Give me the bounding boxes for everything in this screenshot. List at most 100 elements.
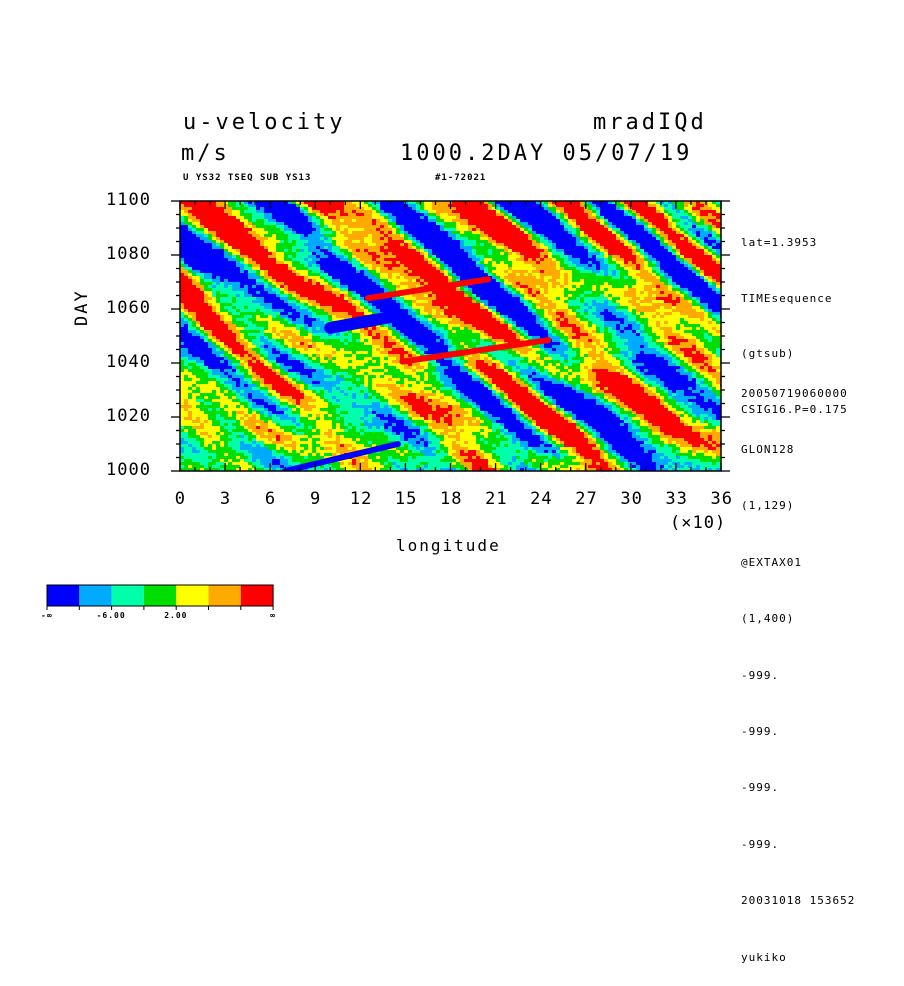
heatmap-cell xyxy=(180,300,185,304)
heatmap-cell xyxy=(484,303,489,307)
heatmap-cell xyxy=(584,282,589,286)
heatmap-cell xyxy=(536,285,541,289)
heatmap-cell xyxy=(248,243,253,247)
heatmap-cell xyxy=(200,219,205,223)
heatmap-cell xyxy=(236,282,241,286)
heatmap-cell xyxy=(592,279,597,283)
heatmap-cell xyxy=(360,294,365,298)
heatmap-cell xyxy=(636,273,641,277)
heatmap-cell xyxy=(624,282,629,286)
heatmap-cell xyxy=(240,291,245,295)
heatmap-cell xyxy=(444,201,449,205)
heatmap-cell xyxy=(396,306,401,310)
heatmap-cell xyxy=(232,255,237,259)
heatmap-cell xyxy=(612,231,617,235)
heatmap-cell xyxy=(388,306,393,310)
heatmap-cell xyxy=(200,306,205,310)
heatmap-cell xyxy=(640,246,645,250)
heatmap-cell xyxy=(600,306,605,310)
heatmap-cell xyxy=(544,282,549,286)
heatmap-cell xyxy=(340,231,345,235)
heatmap-cell xyxy=(272,258,277,262)
heatmap-cell xyxy=(676,237,681,241)
heatmap-cell xyxy=(624,300,629,304)
heatmap-cell xyxy=(632,213,637,217)
heatmap-cell xyxy=(324,228,329,232)
heatmap-cell xyxy=(464,267,469,271)
heatmap-cell xyxy=(656,258,661,262)
heatmap-cell xyxy=(444,237,449,241)
heatmap-cell xyxy=(260,264,265,268)
heatmap-cell xyxy=(480,228,485,232)
heatmap-cell xyxy=(388,300,393,304)
heatmap-cell xyxy=(620,201,625,205)
heatmap-cell xyxy=(552,216,557,220)
heatmap-cell xyxy=(364,237,369,241)
heatmap-cell xyxy=(508,237,513,241)
heatmap-cell xyxy=(556,285,561,289)
heatmap-cell xyxy=(300,246,305,250)
heatmap-cell xyxy=(680,234,685,238)
heatmap-cell xyxy=(420,282,425,286)
heatmap-cell xyxy=(348,252,353,256)
heatmap-cell xyxy=(472,210,477,214)
heatmap-cell xyxy=(408,204,413,208)
heatmap-cell xyxy=(680,219,685,223)
heatmap-cell xyxy=(392,231,397,235)
heatmap-cell xyxy=(496,240,501,244)
heatmap-cell xyxy=(532,303,537,307)
heatmap-cell xyxy=(320,279,325,283)
heatmap-cell xyxy=(684,264,689,268)
heatmap-cell xyxy=(452,297,457,301)
heatmap-cell xyxy=(708,264,713,268)
heatmap-cell xyxy=(200,303,205,307)
heatmap-cell xyxy=(648,216,653,220)
heatmap-cell xyxy=(624,246,629,250)
heatmap-cell xyxy=(708,303,713,307)
heatmap-cell xyxy=(716,240,721,244)
heatmap-cell xyxy=(588,219,593,223)
heatmap-cell xyxy=(200,222,205,226)
heatmap-cell xyxy=(564,267,569,271)
heatmap-cell xyxy=(204,297,209,301)
heatmap-cell xyxy=(516,249,521,253)
heatmap-cell xyxy=(436,258,441,262)
heatmap-cell xyxy=(508,282,513,286)
heatmap-cell xyxy=(600,219,605,223)
heatmap-cell xyxy=(512,249,517,253)
heatmap-cell xyxy=(368,210,373,214)
heatmap-cell xyxy=(596,207,601,211)
heatmap-cell xyxy=(708,216,713,220)
heatmap-cell xyxy=(312,207,317,211)
heatmap-cell xyxy=(356,237,361,241)
heatmap-cell xyxy=(700,213,705,217)
heatmap-cell xyxy=(516,279,521,283)
heatmap-cell xyxy=(516,282,521,286)
heatmap-cell xyxy=(628,237,633,241)
heatmap-cell xyxy=(508,273,513,277)
heatmap-cell xyxy=(632,294,637,298)
heatmap-cell xyxy=(252,240,257,244)
heatmap-cell xyxy=(432,225,437,229)
heatmap-cell xyxy=(352,231,357,235)
heatmap-cell xyxy=(572,276,577,280)
heatmap-cell xyxy=(696,225,701,229)
heatmap-cell xyxy=(456,297,461,301)
heatmap-cell xyxy=(536,234,541,238)
heatmap-cell xyxy=(264,225,269,229)
heatmap-cell xyxy=(572,225,577,229)
heatmap-cell xyxy=(648,222,653,226)
heatmap-cell xyxy=(308,216,313,220)
heatmap-cell xyxy=(408,207,413,211)
heatmap-cell xyxy=(236,228,241,232)
heatmap-cell xyxy=(492,207,497,211)
heatmap-cell xyxy=(668,246,673,250)
heatmap-cell xyxy=(532,309,537,313)
heatmap-cell xyxy=(328,228,333,232)
heatmap-cell xyxy=(312,270,317,274)
heatmap-cell xyxy=(616,231,621,235)
heatmap-cell xyxy=(188,279,193,283)
heatmap-cell xyxy=(660,240,665,244)
heatmap-cell xyxy=(276,249,281,253)
heatmap-cell xyxy=(252,273,257,277)
